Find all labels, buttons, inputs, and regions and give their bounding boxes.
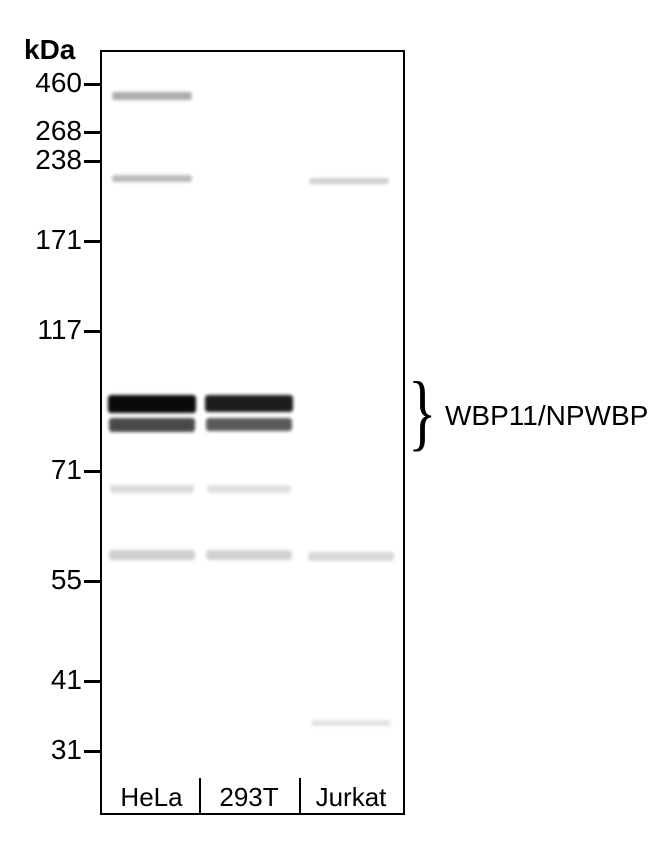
band [112,92,192,100]
mw-label-460: 460 [35,67,82,99]
target-protein-label: WBP11/NPWBP [445,400,648,432]
band [109,418,195,432]
mw-tick-460 [84,83,100,86]
mw-label-71: 71 [51,454,82,486]
mw-label-41: 41 [51,664,82,696]
figure-container: { "figure": { "kda_label": "kDa", "kda_f… [0,0,650,846]
band [207,485,291,493]
mw-label-238: 238 [35,144,82,176]
lane-label-hela: HeLa [104,782,199,813]
band [112,175,192,182]
mw-label-171: 171 [35,224,82,256]
band [110,485,194,493]
band [311,720,391,726]
kda-axis-label: kDa [24,34,75,66]
mw-tick-171 [84,240,100,243]
band [308,552,394,561]
mw-tick-41 [84,680,100,683]
mw-label-268: 268 [35,115,82,147]
band [309,178,389,184]
band [206,418,292,431]
mw-label-117: 117 [37,314,82,346]
mw-tick-268 [84,131,100,134]
lane-label-293t: 293T [199,782,299,813]
mw-tick-238 [84,160,100,163]
target-brace: } [408,370,437,455]
band [206,550,292,560]
band [109,550,195,560]
mw-label-31: 31 [51,734,82,766]
band [205,395,293,412]
mw-label-55: 55 [51,564,82,596]
western-blot-panel [100,50,405,815]
mw-tick-31 [84,750,100,753]
mw-tick-55 [84,580,100,583]
mw-tick-117 [84,330,100,333]
mw-tick-71 [84,470,100,473]
band [108,395,196,413]
lane-label-jurkat: Jurkat [299,782,403,813]
